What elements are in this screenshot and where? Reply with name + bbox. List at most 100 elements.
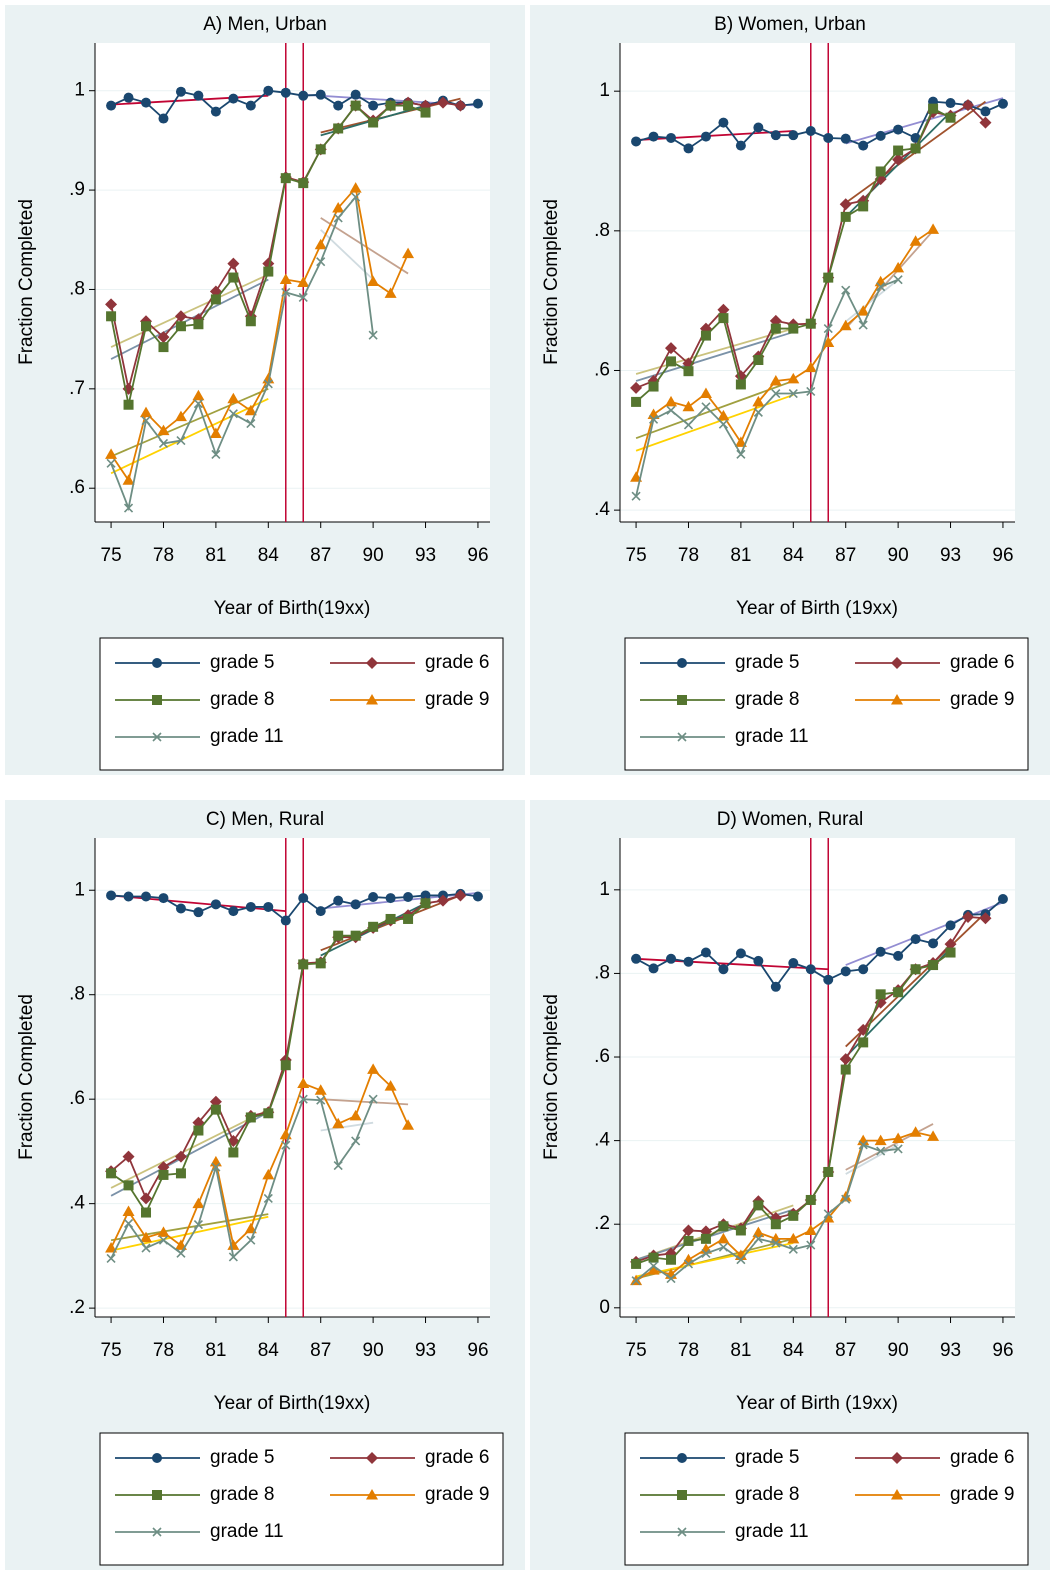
marker — [666, 1254, 677, 1265]
marker — [106, 311, 117, 322]
marker — [193, 399, 203, 409]
marker — [106, 458, 116, 468]
marker — [891, 694, 903, 705]
marker — [228, 93, 239, 104]
marker — [666, 405, 676, 415]
marker — [839, 1053, 852, 1066]
marker — [244, 1222, 257, 1234]
marker — [875, 946, 886, 957]
marker — [140, 1192, 153, 1205]
series-line — [635, 100, 1004, 150]
legend-label: grade 8 — [735, 1484, 799, 1505]
x-tick-label: 75 — [626, 1340, 647, 1361]
marker — [403, 100, 414, 111]
y-tick-label: 0 — [599, 1297, 610, 1318]
marker — [875, 130, 886, 141]
marker — [368, 117, 379, 128]
marker — [351, 1136, 361, 1146]
marker — [997, 894, 1008, 905]
marker — [666, 356, 677, 367]
marker — [648, 963, 659, 974]
marker — [106, 890, 117, 901]
x-axis-title: Year of Birth (19xx) — [736, 1393, 898, 1414]
panel: D) Women, Rural Fraction Completed Year of… — [530, 800, 1050, 1570]
marker — [631, 396, 642, 407]
panel: C) Men, Rural Fraction Completed Year of B… — [5, 800, 525, 1570]
marker — [280, 1060, 291, 1071]
marker — [788, 1244, 798, 1254]
marker — [928, 938, 939, 949]
x-tick-label: 75 — [101, 545, 122, 566]
marker — [666, 953, 677, 964]
fit-line — [636, 130, 794, 141]
y-tick-label: .6 — [69, 477, 85, 498]
y-axis-title: Fraction Completed — [541, 994, 562, 1160]
marker — [228, 272, 239, 283]
marker — [298, 1094, 308, 1104]
marker — [909, 235, 922, 246]
x-tick-label: 87 — [310, 1340, 331, 1361]
marker — [350, 930, 361, 941]
marker — [891, 1452, 903, 1464]
legend-label: grade 6 — [950, 652, 1014, 673]
marker — [193, 1219, 203, 1230]
series-line — [110, 186, 409, 483]
marker — [315, 89, 326, 100]
marker — [315, 906, 326, 917]
x-tick-label: 93 — [415, 1340, 436, 1361]
marker — [152, 658, 162, 668]
marker — [769, 374, 782, 386]
marker — [297, 1077, 310, 1089]
marker — [718, 1221, 729, 1232]
y-tick-label: .2 — [69, 1297, 85, 1318]
marker — [314, 238, 327, 250]
marker — [333, 123, 344, 134]
x-tick-label: 84 — [783, 545, 805, 566]
marker — [892, 1132, 905, 1144]
marker — [700, 1233, 711, 1244]
series-line — [635, 278, 899, 497]
marker — [701, 1248, 711, 1259]
marker — [123, 891, 134, 902]
marker — [858, 320, 868, 330]
marker — [350, 89, 361, 100]
marker — [141, 1207, 152, 1218]
marker — [140, 1231, 153, 1243]
x-tick-label: 90 — [363, 545, 384, 566]
marker — [437, 96, 450, 109]
marker — [263, 266, 274, 277]
marker — [909, 1126, 922, 1137]
marker — [141, 891, 152, 902]
x-tick-label: 84 — [258, 545, 280, 566]
marker — [280, 87, 291, 98]
marker — [718, 1242, 728, 1252]
marker — [631, 953, 642, 964]
marker — [805, 318, 816, 329]
x-tick-label: 93 — [940, 545, 961, 566]
legend-label: grade 8 — [210, 1484, 274, 1505]
marker — [368, 1094, 378, 1104]
series-line — [111, 892, 479, 922]
marker — [718, 117, 729, 128]
x-tick-label: 90 — [363, 1340, 384, 1361]
series-line — [110, 194, 375, 512]
marker — [677, 658, 687, 668]
marker — [700, 131, 711, 142]
marker — [158, 438, 169, 449]
marker — [823, 132, 834, 143]
marker — [316, 257, 326, 267]
marker — [176, 1248, 186, 1258]
marker — [858, 201, 869, 212]
plot-area — [95, 43, 490, 522]
marker — [892, 261, 905, 273]
marker — [106, 1168, 117, 1179]
chart-title: A) Men, Urban — [203, 14, 327, 35]
chart-title: B) Women, Urban — [714, 14, 866, 35]
marker — [788, 130, 799, 141]
marker — [141, 321, 152, 332]
marker — [193, 319, 204, 330]
legend-label: grade 5 — [210, 1447, 274, 1468]
marker — [753, 1200, 764, 1211]
marker — [174, 310, 187, 323]
marker — [174, 410, 187, 422]
